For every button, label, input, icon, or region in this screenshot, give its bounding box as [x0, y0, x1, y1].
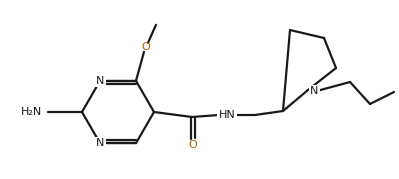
Text: N: N	[310, 86, 318, 96]
Text: N: N	[96, 138, 104, 148]
Text: N: N	[96, 76, 104, 86]
Text: O: O	[189, 140, 198, 150]
Text: HN: HN	[219, 110, 235, 120]
Text: H₂N: H₂N	[21, 107, 42, 117]
Text: O: O	[142, 42, 150, 52]
